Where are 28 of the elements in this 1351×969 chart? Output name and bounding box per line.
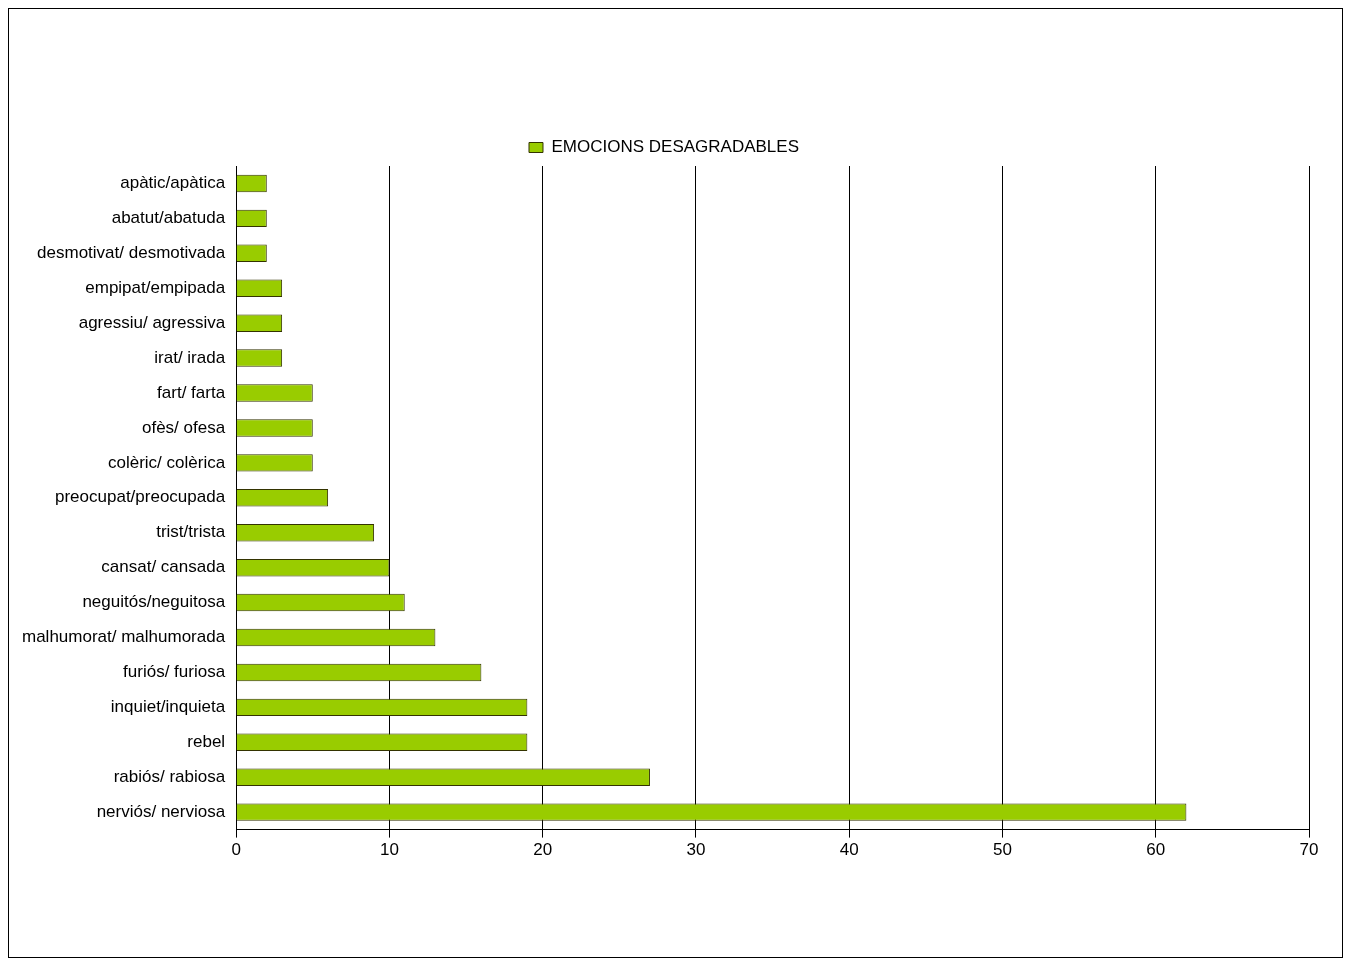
y-tick-label: ofès/ ofesa <box>141 417 226 437</box>
y-tick-label: agressiu/ agressiva <box>78 312 226 332</box>
y-tick-label: preocupat/preocupada <box>55 487 226 507</box>
y-tick-label: fart/ farta <box>157 382 226 402</box>
x-tick-label: 0 <box>231 840 241 860</box>
y-tick-label: inquiet/inquieta <box>110 697 226 717</box>
y-tick-label: furiós/ furiosa <box>123 662 226 682</box>
x-tick-label: 10 <box>379 840 399 860</box>
x-tick-label: 30 <box>686 840 706 860</box>
x-tick-label: 60 <box>1146 840 1166 860</box>
y-tick-label: malhumorat/ malhumorada <box>21 627 226 647</box>
x-tick-label: 70 <box>1299 840 1319 860</box>
y-tick-label: cansat/ cansada <box>101 557 226 577</box>
y-tick-label: nerviós/ nerviosa <box>96 801 226 821</box>
y-tick-label: trist/trista <box>156 522 226 542</box>
y-tick-label: desmotivat/ desmotivada <box>37 243 226 262</box>
legend-label: EMOCIONS DESAGRADABLES <box>551 137 800 157</box>
y-tick-label: rebel <box>187 731 226 751</box>
y-tick-label: abatut/abatuda <box>111 208 226 228</box>
x-tick-label: 40 <box>839 840 859 860</box>
y-tick-label: colèric/ colèrica <box>107 452 226 472</box>
y-tick-label: rabiós/ rabiosa <box>113 766 226 786</box>
y-tick-label: neguitós/neguitosa <box>82 592 226 612</box>
y-tick-label: apàtic/apàtica <box>120 173 226 193</box>
y-tick-label: irat/ irada <box>154 347 226 367</box>
x-tick-label: 20 <box>533 840 553 860</box>
y-tick-label: empipat/empipada <box>85 277 226 297</box>
x-tick-label: 50 <box>993 840 1012 860</box>
